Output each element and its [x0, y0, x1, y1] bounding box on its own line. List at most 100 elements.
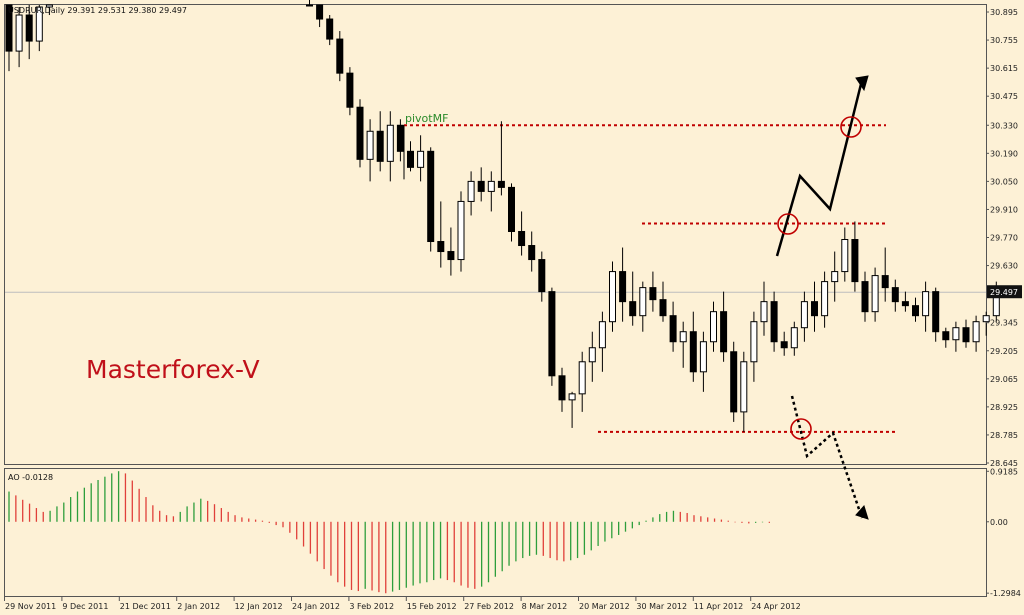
date-tick-label: 15 Feb 2012 [407, 602, 457, 611]
candle-body-up [35, 6, 43, 42]
candle-body-down [326, 18, 334, 40]
candle [740, 351, 748, 432]
candle [316, 4, 324, 28]
candle-body-down [25, 14, 33, 42]
candle-body-up [588, 347, 596, 363]
candle-body-down [528, 245, 536, 261]
candle-body-down [508, 186, 515, 232]
candle-body-down [912, 305, 919, 317]
candle-body-down [659, 299, 667, 317]
candle [467, 171, 475, 216]
date-tick-label: 24 Apr 2012 [751, 602, 800, 611]
candle [5, 4, 13, 72]
ao-histogram [8, 471, 770, 594]
candle-body-up [831, 271, 839, 283]
candle-body-down [629, 301, 637, 317]
date-tick-label: 11 Apr 2012 [694, 602, 743, 611]
bullish-forecast-path [775, 79, 864, 257]
candle-body-up [699, 341, 707, 373]
candle-body-down [558, 375, 566, 401]
breakout-circle-mid [777, 213, 799, 235]
candle [366, 119, 374, 182]
candle-body-up [750, 321, 758, 363]
price-tick-label: 30.330 [990, 121, 1018, 130]
candle-body-down [811, 301, 818, 317]
date-axis: 29 Nov 2011 9 Dec 2011 21 Dec 2011 2 Jan 20… [4, 597, 801, 611]
candle [558, 367, 566, 412]
candle [659, 281, 667, 322]
ao-tick-label: 0.00 [990, 518, 1008, 527]
candle [851, 221, 859, 292]
candle [346, 67, 354, 116]
candle [396, 119, 404, 162]
candle [760, 281, 768, 336]
candle [386, 111, 394, 182]
candle [962, 319, 970, 348]
candle-body-up [710, 311, 717, 343]
candle [649, 271, 657, 312]
candle [780, 331, 788, 356]
candle [871, 267, 879, 322]
candle-body-down [396, 124, 404, 152]
candle-body-up [841, 239, 849, 273]
price-tick-label: 29.345 [990, 319, 1018, 328]
candle-body-down [548, 291, 556, 377]
candle [609, 261, 616, 332]
candle-body-up [457, 200, 465, 261]
candle-body-down [770, 301, 778, 343]
price-tick-label: 30.755 [990, 36, 1018, 45]
price-tick-label: 28.645 [990, 459, 1018, 468]
candle-body-up [760, 301, 768, 323]
candle [457, 191, 465, 272]
date-tick-label: 24 Jan 2012 [292, 602, 340, 611]
candle [841, 227, 849, 282]
price-tick-label: 30.475 [990, 92, 1018, 101]
candle [15, 7, 23, 68]
candle-body-down [407, 150, 414, 168]
candlesticks [5, 0, 1000, 432]
candle-body-down [901, 301, 909, 307]
candle [901, 291, 909, 312]
candle-body-down [376, 130, 384, 162]
candle [548, 287, 556, 386]
candle [730, 341, 738, 422]
candle [356, 99, 364, 168]
date-tick-label: 8 Mar 2012 [522, 602, 568, 611]
candle [982, 311, 990, 336]
ao-label: AO -0.0128 [8, 473, 53, 482]
candle-body-up [15, 14, 23, 52]
candle [45, 4, 53, 16]
candle-body-up [578, 361, 586, 395]
candle-body-down [437, 241, 445, 253]
candle-body-up [952, 327, 960, 341]
candle [831, 251, 839, 302]
date-tick-label: 3 Feb 2012 [349, 602, 394, 611]
candle [407, 141, 414, 172]
candle [447, 227, 455, 276]
bearish-arrow-head [855, 505, 869, 520]
candle [588, 331, 596, 382]
candle-body-up [598, 321, 606, 349]
candle-body-down [427, 150, 435, 243]
breakout-circle-top [840, 116, 862, 138]
date-tick-label: 12 Jan 2012 [235, 602, 283, 611]
candle-body-up [972, 321, 980, 343]
candle [619, 247, 627, 322]
candle-body-up [609, 271, 616, 323]
candle [861, 271, 869, 322]
price-tick-label: 30.050 [990, 177, 1018, 186]
bearish-forecast-path [790, 395, 864, 519]
candle-body-up [366, 130, 374, 160]
pivot-label: pivotMF [405, 112, 448, 125]
date-tick-label: 9 Dec 2011 [62, 602, 108, 611]
candle [639, 281, 647, 332]
candle-body-down [891, 287, 899, 303]
candle-body-down [316, 4, 324, 20]
candle-body-down [851, 239, 859, 283]
candle [770, 291, 778, 352]
candle-body-up [821, 281, 829, 317]
candle [800, 291, 808, 342]
candle [35, 5, 43, 52]
candle-body-down [780, 341, 788, 349]
